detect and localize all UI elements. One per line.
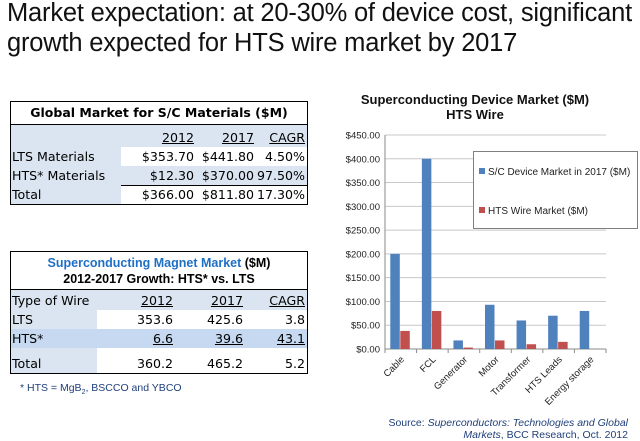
cell-2017: 465.2 [206, 356, 243, 371]
cell-2017: 39.6 [214, 331, 243, 346]
row-label: LTS [12, 312, 33, 327]
magnet-table-title-main: Superconducting Magnet Market [47, 256, 242, 270]
row-label: HTS* [12, 331, 44, 346]
chart-title-line-1: Superconducting Device Market ($M) [360, 92, 590, 107]
table-row-total: Total 360.2 465.2 5.2 [11, 354, 307, 373]
table-row: LTS Materials $353.70 $441.80 4.50% [11, 147, 307, 166]
source-citation: Source: Superconductors: Technologies an… [388, 417, 628, 441]
slide-title-line-1: Market expectation: at 20-30% of device … [7, 0, 633, 27]
bar-device-market [390, 253, 400, 349]
x-tick-label: FCL [418, 354, 438, 374]
slide-title: Market expectation: at 20-30% of device … [7, 0, 632, 58]
cell-2017: $370.00 [201, 168, 254, 183]
x-tick-label: Generator [432, 354, 470, 392]
table-row: HTS* Materials $12.30 $370.00 97.50% [11, 166, 307, 185]
row-label: HTS* Materials [12, 168, 106, 183]
cell-2012: $353.70 [141, 149, 194, 164]
table-row: HTS* 6.6 39.6 43.1 [11, 329, 307, 348]
magnet-table-subtitle: 2012-2017 Growth: HTS* vs. LTS [63, 272, 255, 286]
column-header-2017: 2017 [210, 293, 243, 308]
x-tick-label: Cable [382, 354, 407, 379]
cell-cagr: 97.50% [256, 168, 305, 183]
y-tick-label: $150.00 [346, 273, 380, 284]
y-tick-label: $250.00 [346, 226, 380, 237]
magnet-table-title-unit: ($M) [241, 256, 271, 270]
magnet-table-title: Superconducting Magnet Market ($M) 2012-… [11, 252, 307, 290]
hts-footnote: * HTS = MgB2, BSCCO and YBCO [20, 382, 182, 397]
legend-swatch-blue [479, 168, 485, 175]
bar-device-market [548, 315, 558, 349]
y-tick-label: $450.00 [346, 131, 380, 142]
column-header-cagr: CAGR [269, 130, 305, 145]
legend-item-device-market: S/C Device Market in 2017 ($M) [479, 167, 630, 178]
y-tick-label: $350.00 [346, 178, 380, 189]
cell-2012: $366.00 [141, 187, 194, 202]
chart-subtitle: HTS Wire [446, 107, 504, 122]
row-label: Total [12, 356, 42, 371]
table-row: LTS 353.6 425.6 3.8 [11, 310, 307, 329]
slide-title-line-2: growth expected for HTS wire market by 2… [7, 29, 518, 57]
column-header-2017: 2017 [221, 130, 254, 145]
y-tick-label: $400.00 [346, 154, 380, 165]
cell-2012: 353.6 [136, 312, 173, 327]
column-header-type: Type of Wire [12, 293, 90, 308]
bar-wire-market [400, 330, 410, 349]
x-tick-label: Motor [477, 354, 502, 379]
total-divider [121, 185, 307, 186]
chart-legend: S/C Device Market in 2017 ($M) HTS Wire … [473, 151, 638, 229]
y-tick-label: $0.00 [356, 345, 380, 356]
legend-item-wire-market: HTS Wire Market ($M) [479, 206, 588, 217]
cell-2017: 425.6 [206, 312, 243, 327]
y-tick-label: $200.00 [346, 249, 380, 260]
row-label: LTS Materials [12, 149, 95, 164]
column-header-2012: 2012 [140, 293, 173, 308]
cell-cagr: 5.2 [284, 356, 305, 371]
cell-cagr: 43.1 [276, 331, 305, 346]
materials-table: Global Market for S/C Materials ($M) 201… [10, 101, 308, 205]
cell-2017: $441.80 [201, 149, 254, 164]
bar-device-market [453, 340, 463, 349]
bar-wire-market [558, 341, 568, 349]
cell-cagr: 3.8 [284, 312, 305, 327]
column-header-cagr: CAGR [269, 293, 305, 308]
bar-wire-market [526, 344, 537, 349]
cell-cagr: 4.50% [264, 149, 305, 164]
materials-table-header-row: 2012 2017 CAGR [11, 128, 307, 147]
bar-device-market [516, 320, 527, 349]
column-header-2012: 2012 [161, 130, 194, 145]
magnet-table-header-row: Type of Wire 2012 2017 CAGR [11, 291, 307, 310]
bar-wire-market [431, 310, 442, 349]
bar-wire-market [463, 347, 473, 349]
bar-device-market [485, 304, 495, 349]
table-row-total: Total $366.00 $811.80 17.30% [11, 185, 307, 204]
chart-title: Superconducting Device Market ($M) HTS W… [345, 92, 605, 122]
cell-2012: $12.30 [149, 168, 194, 183]
bar-device-market [421, 158, 432, 349]
magnet-market-table: Superconducting Magnet Market ($M) 2012-… [10, 251, 308, 374]
materials-table-title: Global Market for S/C Materials ($M) [11, 102, 307, 125]
row-label: Total [12, 187, 42, 202]
bar-wire-market [495, 340, 505, 349]
y-tick-label: $300.00 [346, 202, 380, 213]
cell-cagr: 17.30% [256, 187, 305, 202]
bar-device-market [579, 310, 590, 349]
y-tick-label: $50.00 [351, 321, 380, 332]
cell-2012: 360.2 [136, 356, 173, 371]
cell-2017: $811.80 [201, 187, 254, 202]
y-tick-label: $100.00 [346, 297, 380, 308]
cell-2012: 6.6 [152, 331, 173, 346]
legend-swatch-red [479, 207, 485, 214]
